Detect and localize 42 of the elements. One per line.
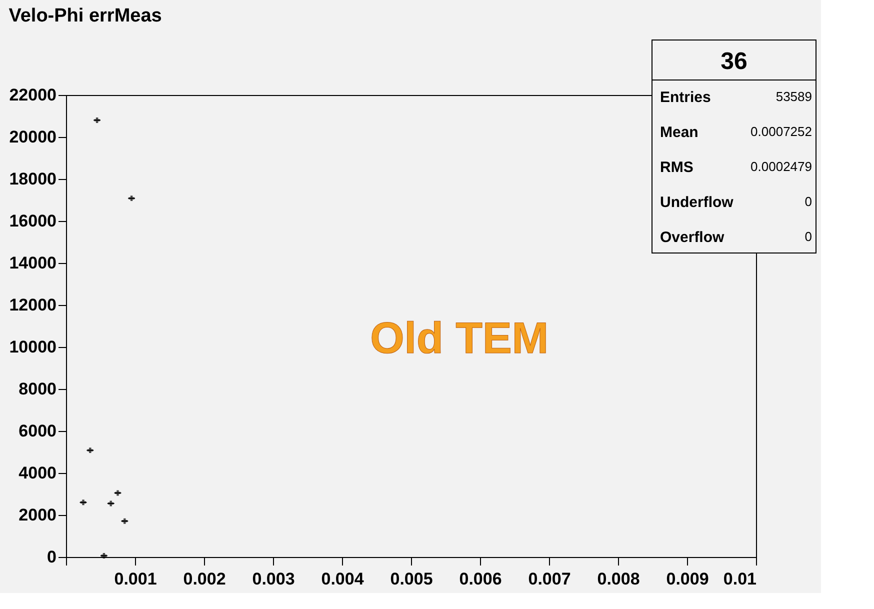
x-tick-label: 0.009	[666, 570, 709, 588]
x-tick-label: 0.008	[597, 570, 640, 588]
text: 0	[804, 229, 812, 244]
x-tick-label: 0.01	[723, 570, 756, 588]
point	[94, 117, 100, 123]
y-tick-label: 18000	[9, 170, 56, 188]
annotation: Entries	[660, 89, 711, 106]
y-tick-label: 22000	[9, 86, 56, 104]
text: 36	[720, 48, 748, 75]
y-tick-label: 8000	[18, 380, 56, 398]
y-tick-label: 4000	[18, 464, 56, 482]
annotation: Underflow	[660, 194, 734, 211]
y-tick-label: 20000	[9, 128, 56, 146]
y-tick-label: 14000	[9, 254, 56, 272]
x-tick-label: 0.002	[183, 570, 226, 588]
x-tick-label: 0.003	[252, 570, 295, 588]
annotation: Overflow	[660, 229, 725, 246]
chart-title: Velo-Phi errMeas	[8, 6, 162, 26]
x-tick-label: 0.005	[390, 570, 433, 588]
x-tick-label: 0.006	[459, 570, 502, 588]
y-tick-label: 2000	[18, 506, 56, 524]
point	[80, 500, 86, 506]
x-tick-label: 0.001	[114, 570, 157, 588]
annotation: 0.0002479	[750, 159, 812, 174]
point	[128, 196, 134, 202]
point	[122, 518, 128, 524]
y-tick-label: 10000	[9, 338, 56, 356]
text: 0	[804, 194, 812, 209]
point	[87, 448, 93, 454]
point	[115, 490, 120, 496]
text: 53589	[776, 89, 812, 104]
y-tick-label: 16000	[9, 212, 56, 230]
x-tick-label: 0.004	[321, 570, 364, 588]
annotation: Mean	[660, 124, 698, 141]
annotation: Old TEM	[370, 314, 549, 363]
annotation: RMS	[660, 159, 694, 176]
y-tick-label: 6000	[18, 422, 56, 440]
annotation: 0.0007252	[750, 124, 812, 139]
point	[108, 500, 114, 506]
x-tick-label: 0.007	[528, 570, 571, 588]
y-tick-label: 0	[47, 548, 56, 566]
y-tick-label: 12000	[9, 296, 56, 314]
